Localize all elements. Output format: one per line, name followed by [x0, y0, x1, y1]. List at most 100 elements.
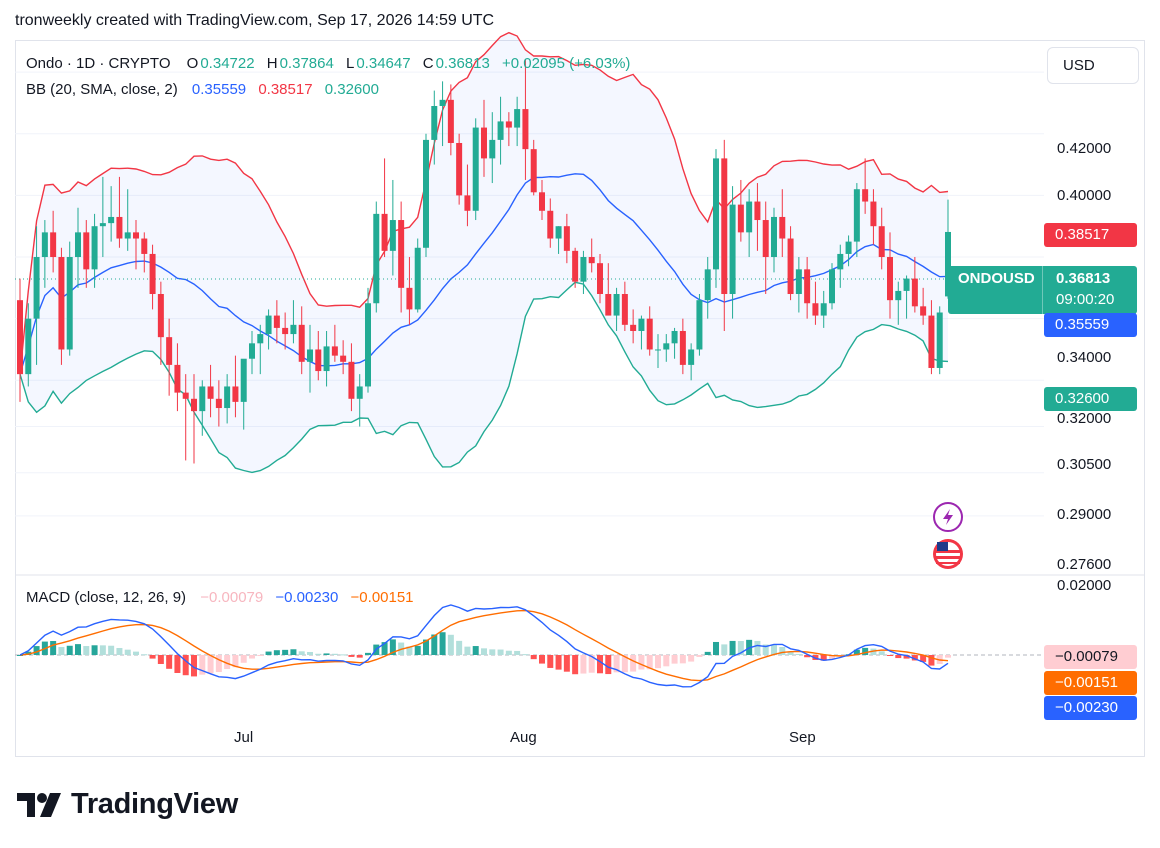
date-tick: Sep: [789, 729, 816, 746]
macd-signal-line: [19, 609, 949, 682]
macd-line-tag: −0.00230: [1044, 696, 1137, 720]
tradingview-logo[interactable]: TradingView: [17, 788, 238, 821]
macd-histogram-bar: [315, 653, 322, 655]
macd-histogram-bar: [389, 639, 396, 655]
candle: [464, 164, 471, 227]
macd-histogram-bar: [191, 655, 197, 677]
lightning-icon[interactable]: [933, 502, 963, 532]
macd-histogram-bar: [240, 655, 247, 663]
macd-histogram-bar: [489, 649, 496, 655]
macd-histogram-bar: [481, 648, 487, 655]
candle: [75, 207, 81, 288]
macd-histogram-bar: [945, 655, 951, 658]
macd-histogram-bar: [920, 655, 927, 662]
candle: [630, 309, 637, 344]
macd-histogram-bar: [273, 650, 280, 655]
candle: [563, 213, 570, 264]
us-flag-icon[interactable]: [933, 539, 963, 569]
last-price-tag: ONDOUSD 0.36813 09:00:20: [948, 266, 1137, 314]
price-tick: 0.29000: [1057, 506, 1112, 523]
candle: [191, 374, 197, 464]
macd-histogram-bar: [17, 655, 23, 656]
macd-histogram-bar: [704, 651, 711, 655]
macd-histogram-bar: [257, 655, 264, 656]
macd-histogram-bar: [423, 639, 429, 655]
candle: [762, 201, 769, 295]
macd-histogram-bar: [663, 655, 670, 667]
tradingview-logo-icon: [17, 792, 61, 817]
candle: [365, 287, 371, 393]
candle: [638, 315, 645, 350]
candle: [812, 281, 819, 325]
candle: [373, 201, 380, 313]
open-label: O: [186, 55, 199, 72]
macd-histogram-bar: [447, 634, 454, 655]
candle: [696, 294, 703, 356]
candle: [182, 374, 189, 461]
date-tick: Aug: [510, 729, 537, 746]
candle: [613, 287, 620, 331]
candle: [539, 179, 545, 221]
candle: [323, 330, 330, 387]
macd-histogram-bar: [182, 655, 189, 676]
macd-histogram-bar: [878, 651, 885, 655]
macd-histogram-bar: [887, 655, 893, 656]
candle: [232, 355, 239, 418]
macd-histogram-bar: [688, 655, 695, 662]
macd-histogram-bar: [464, 646, 471, 655]
macd-histogram-bar: [290, 649, 297, 655]
chart-header: tronweekly created with TradingView.com,…: [15, 12, 495, 29]
currency-button[interactable]: USD: [1047, 47, 1139, 84]
candle: [17, 278, 23, 402]
macd-histogram-bar: [141, 654, 148, 656]
macd-histogram-bar: [646, 655, 653, 670]
candle: [298, 306, 305, 375]
macd-histogram-bar: [862, 647, 869, 655]
macd-histogram-bar: [340, 654, 347, 656]
change-value: +0.02095 (+6.03%): [502, 55, 631, 72]
candle: [133, 220, 139, 270]
macd-histogram-bar: [530, 655, 537, 660]
candle: [215, 380, 222, 427]
macd-histogram-bar: [580, 655, 587, 674]
candle: [265, 309, 272, 350]
candle: [290, 300, 297, 344]
candle: [754, 183, 761, 251]
open-value: 0.34722: [200, 55, 255, 72]
macd-histogram-bar: [903, 655, 910, 659]
macd-histogram-bar: [721, 644, 728, 655]
macd-histogram-bar: [472, 646, 479, 655]
macd-histogram-bar: [522, 654, 529, 656]
macd-histogram-bar: [58, 647, 65, 655]
macd-histogram-bar: [605, 655, 612, 675]
macd-hist-value: −0.00079: [200, 589, 264, 606]
candle: [83, 220, 90, 288]
macd-histogram-bar: [497, 649, 504, 655]
candle: [597, 253, 603, 304]
candle: [837, 244, 844, 288]
macd-legend: MACD (close, 12, 26, 9) −0.00079 −0.0023…: [26, 589, 416, 606]
candle: [663, 334, 670, 362]
candle: [572, 247, 579, 288]
bb-basis-value: 0.35559: [191, 81, 247, 98]
candle: [257, 324, 264, 375]
bb-upper-value: 0.38517: [258, 81, 313, 98]
candle: [679, 318, 686, 375]
macd-histogram-bar: [83, 646, 90, 655]
candle: [472, 118, 479, 221]
price-tick: 0.27600: [1057, 556, 1112, 573]
high-value: 0.37864: [279, 55, 334, 72]
candle: [141, 232, 148, 273]
candle: [273, 300, 280, 344]
price-tick: 0.34000: [1057, 349, 1112, 366]
low-value: 0.34647: [356, 55, 411, 72]
macd-histogram-bar: [75, 644, 81, 655]
candle: [456, 133, 463, 205]
candle: [58, 247, 65, 365]
macd-histogram-bar: [679, 655, 686, 664]
bb-label: BB (20, SMA, close, 2): [26, 81, 178, 98]
macd-histogram-bar: [572, 655, 579, 675]
symbol-tag-label: ONDOUSD: [958, 270, 1035, 287]
candle: [655, 334, 661, 368]
